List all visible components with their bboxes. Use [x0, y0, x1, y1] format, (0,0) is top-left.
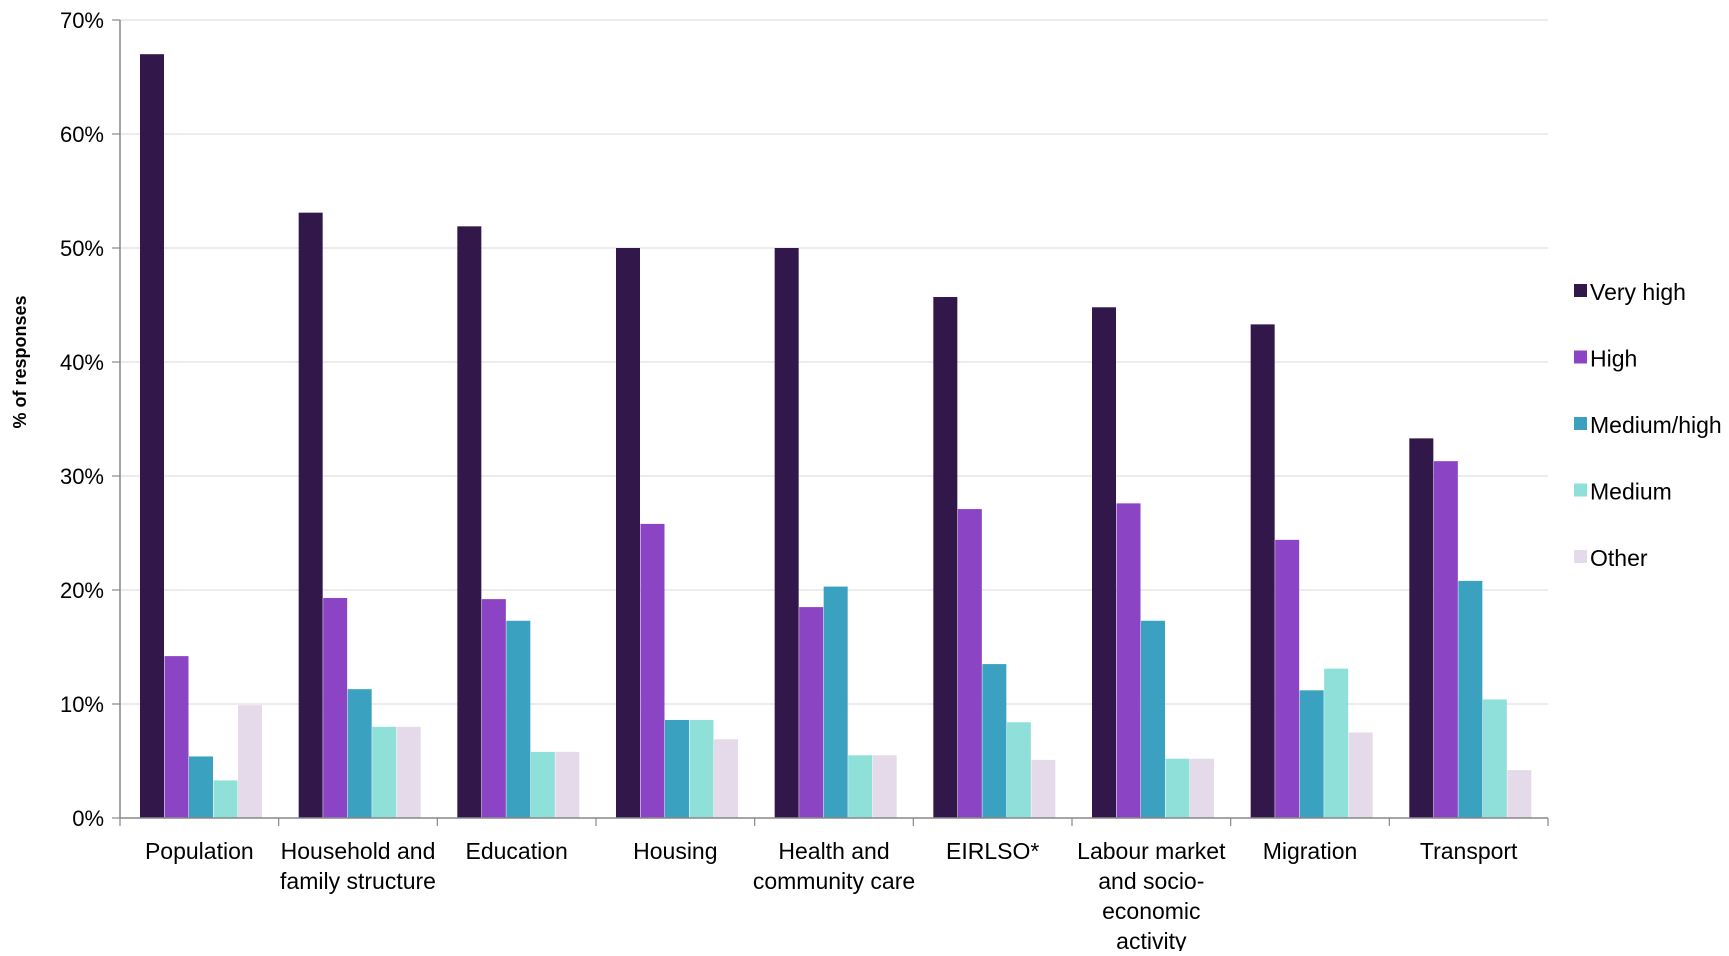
y-tick-label: 30% [60, 464, 104, 489]
bar-medium-4 [848, 755, 873, 818]
bar-medium-high-0 [189, 756, 213, 818]
bar-high-4 [799, 607, 824, 818]
category-label-line: community care [753, 868, 915, 894]
category-label-line: Education [466, 838, 568, 864]
category-label-line: Household and [281, 838, 436, 864]
y-tick-label: 0% [72, 806, 104, 831]
category-label-line: EIRLSO* [946, 838, 1039, 864]
gridlines [120, 19, 1548, 705]
category-label: Household and family structure [280, 838, 436, 894]
category-label-line: and socio- [1098, 868, 1204, 894]
bar-very-high-0 [140, 54, 164, 818]
y-tick-label: 10% [60, 692, 104, 717]
bar-high-2 [481, 599, 506, 818]
axes [119, 20, 1549, 826]
y-tick-label: 20% [60, 578, 104, 603]
y-tick-label: 60% [60, 122, 104, 147]
category-label-line: Health and [778, 838, 889, 864]
category-label: Health and community care [753, 838, 915, 894]
bar-very-high-2 [457, 226, 482, 819]
category-label-line: Transport [1420, 838, 1518, 864]
bar-medium-high-1 [347, 689, 372, 818]
legend-label: Medium [1590, 479, 1672, 505]
legend-swatch [1574, 483, 1587, 497]
bar-medium-high-6 [1141, 620, 1165, 818]
category-label-line: Population [145, 838, 254, 864]
bar-medium-8 [1482, 699, 1507, 818]
bar-other-2 [555, 751, 580, 818]
bar-medium-7 [1324, 668, 1349, 818]
bar-medium-high-7 [1299, 690, 1324, 818]
category-label-line: activity [1116, 928, 1187, 951]
category-label: Education [466, 838, 568, 864]
category-label: EIRLSO* [946, 838, 1039, 864]
category-label-line: Labour market [1077, 838, 1226, 864]
bar-other-7 [1348, 732, 1373, 818]
bar-other-4 [872, 755, 897, 818]
bar-medium-high-8 [1458, 580, 1483, 818]
category-label: Labour market and socio-economic activity [1077, 838, 1226, 951]
bar-high-3 [640, 523, 665, 818]
category-label: Housing [633, 838, 717, 864]
bar-other-3 [714, 739, 738, 818]
bar-medium-1 [372, 726, 397, 818]
category-label-line: family structure [280, 868, 436, 894]
legend-label: High [1590, 346, 1637, 372]
legend-swatch [1574, 550, 1587, 563]
bar-high-5 [957, 509, 982, 818]
y-axis-title: % of responses [10, 295, 30, 428]
category-label-line: economic [1102, 898, 1200, 924]
legend-label: Medium/high [1590, 412, 1722, 438]
category-label-line: Housing [633, 838, 717, 864]
bar-very-high-3 [616, 248, 640, 818]
bar-very-high-7 [1250, 324, 1275, 818]
bar-medium-high-3 [665, 719, 689, 818]
bar-medium-2 [530, 751, 555, 818]
bar-very-high-6 [1092, 307, 1116, 818]
legend-swatch [1574, 350, 1587, 364]
bar-high-0 [164, 656, 189, 818]
bar-medium-high-2 [506, 620, 531, 818]
legend-label: Very high [1590, 279, 1686, 305]
y-tick-labels: 0% 10% 20% 30% 40% 50% 60% 70% [60, 8, 120, 831]
category-label: Transport [1420, 838, 1518, 864]
bar-very-high-1 [298, 212, 323, 818]
bar-high-8 [1433, 461, 1458, 818]
category-label-line: Migration [1263, 838, 1358, 864]
bar-other-5 [1031, 759, 1056, 818]
legend-swatch [1574, 417, 1587, 430]
bar-other-6 [1190, 758, 1214, 818]
bar-high-6 [1116, 503, 1141, 818]
bar-medium-6 [1165, 758, 1190, 818]
category-labels: Population Household and family structure E… [145, 838, 1518, 954]
bar-very-high-8 [1409, 438, 1434, 818]
bar-medium-0 [213, 780, 238, 818]
legend: Very high High Medium/high Medium Other [1574, 279, 1722, 571]
category-label: Population [145, 838, 254, 864]
bar-high-1 [323, 597, 348, 818]
y-tick-label: 50% [60, 236, 104, 261]
bar-medium-high-4 [823, 586, 848, 818]
legend-swatch [1574, 284, 1587, 297]
bar-other-0 [238, 705, 262, 818]
legend-label: Other [1590, 545, 1648, 571]
bar-medium-high-5 [982, 664, 1007, 818]
bar-other-1 [396, 726, 421, 818]
bar-very-high-5 [933, 297, 958, 818]
y-tick-label: 70% [60, 8, 104, 33]
bar-very-high-4 [774, 248, 799, 818]
bars [140, 54, 1532, 819]
bar-other-8 [1507, 770, 1532, 818]
bar-medium-3 [689, 719, 714, 818]
bar-high-7 [1275, 539, 1300, 818]
bar-medium-5 [1006, 722, 1031, 818]
y-tick-label: 40% [60, 350, 104, 375]
category-label: Migration [1263, 838, 1358, 864]
